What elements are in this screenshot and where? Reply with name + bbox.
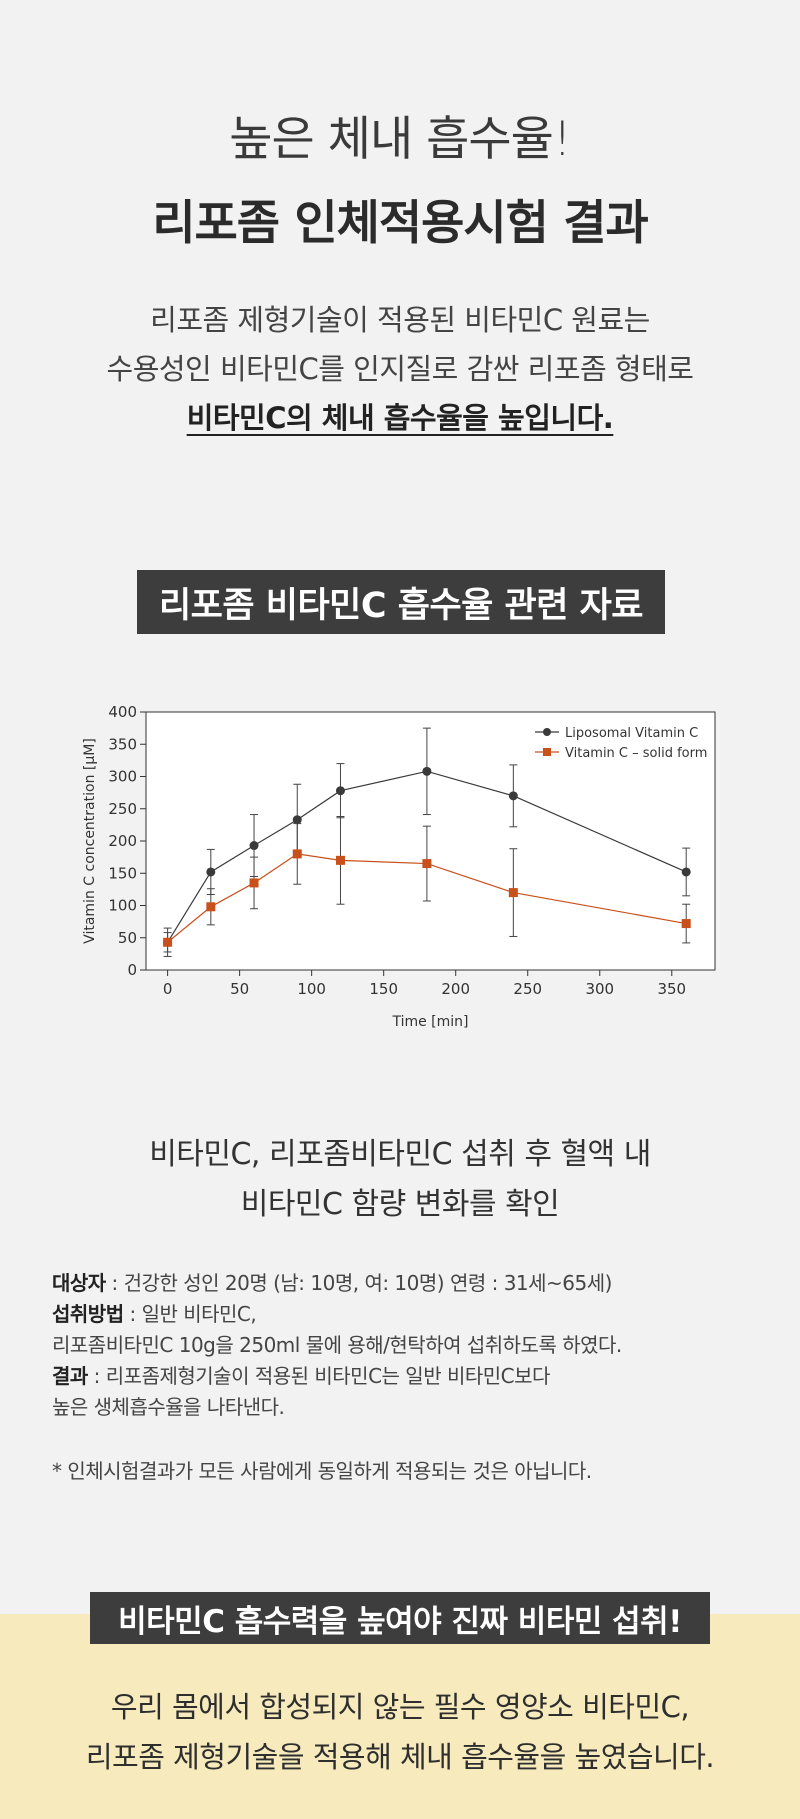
point-s0-4 (335, 786, 345, 796)
x-tick-label-1: 50 (230, 980, 249, 998)
y-tick-label-4: 200 (108, 832, 137, 850)
point-s0-5 (422, 766, 432, 776)
chart-caption-line-1: 비타민C, 리포좀비타민C 섭취 후 혈액 내 (149, 1137, 651, 1172)
series-line-1 (167, 853, 687, 943)
detail-method-text-1: : 일반 비타민C, (123, 1302, 257, 1326)
detail-result-text-2: 높은 생체흡수율을 나타낸다. (52, 1395, 285, 1419)
point-s1-5 (422, 859, 432, 869)
point-s1-1 (206, 902, 216, 912)
headline-main: 높은 체내 흡수율! (229, 112, 571, 167)
detail-result-text-1: : 리포좀제형기술이 적용된 비타민C는 일반 비타민C보다 (87, 1364, 551, 1388)
x-axis-label: Time [min] (391, 1014, 468, 1030)
y-tick-label-5: 250 (108, 800, 137, 818)
x-tick-label-7: 350 (657, 980, 686, 998)
point-s1-4 (335, 855, 345, 865)
point-s1-7 (681, 919, 691, 929)
detail-result: 결과 : 리포좀제형기술이 적용된 비타민C는 일반 비타민C보다 (52, 1361, 772, 1392)
y-tick-label-0: 0 (127, 961, 137, 979)
bottom-line-1: 우리 몸에서 합성되지 않는 필수 영양소 비타민C, (110, 1690, 690, 1724)
intro-line-1: 리포좀 제형기술이 적용된 비타민C 원료는 (150, 303, 650, 337)
detail-method: 섭취방법 : 일반 비타민C, (52, 1299, 772, 1330)
chart-caption: 비타민C, 리포좀비타민C 섭취 후 혈액 내 비타민C 함량 변화를 확인 (0, 1130, 800, 1230)
intro-text: 리포좀 제형기술이 적용된 비타민C 원료는 수용성인 비타민C를 인지질로 감… (0, 296, 800, 443)
detail-method-label: 섭취방법 (52, 1302, 124, 1326)
y-tick-label-2: 100 (108, 897, 137, 915)
intro-line-2: 수용성인 비타민C를 인지질로 감싼 리포좀 형태로 (106, 352, 694, 386)
x-tick-label-0: 0 (163, 980, 173, 998)
series-line-0 (167, 770, 687, 943)
x-tick-label-4: 200 (441, 980, 470, 998)
absorption-chart: 0 50 100 150 200 250 300 350 400 0 50 100 150 200 250 3… (82, 703, 716, 1030)
point-s1-3 (292, 849, 302, 859)
detail-subject-text: : 건강한 성인 20명 (남: 10명, 여: 10명) 연령 : 31세~6… (105, 1271, 613, 1295)
y-tick-label-3: 150 (108, 864, 137, 882)
x-tick-label-5: 250 (513, 980, 542, 998)
x-tick-label-3: 150 (369, 980, 398, 998)
plot-area (145, 711, 716, 971)
bottom-section (0, 1614, 800, 1819)
bottom-text: 우리 몸에서 합성되지 않는 필수 영양소 비타민C, 리포좀 제형기술을 적용… (0, 1682, 800, 1782)
legend-label-0: Liposomal Vitamin C (565, 726, 698, 741)
intro-line-3: 비타민C의 체내 흡수율을 높입니다. (186, 401, 614, 435)
y-axis-label: Vitamin C concentration [μM] (82, 738, 98, 944)
y-tick-label-7: 350 (108, 735, 137, 753)
bottom-banner: 비타민C 흡수력을 높여야 진짜 비타민 섭취! (90, 1592, 710, 1644)
legend-label-1: Vitamin C – solid form (565, 746, 707, 761)
detail-result-label: 결과 (52, 1364, 88, 1388)
point-s0-3 (292, 815, 302, 825)
bottom-line-2: 리포좀 제형기술을 적용해 체내 흡수율을 높였습니다. (85, 1740, 715, 1774)
point-s1-2 (249, 878, 259, 888)
point-s0-2 (249, 841, 259, 851)
legend-marker-1 (543, 748, 551, 756)
detail-subject: 대상자 : 건강한 성인 20명 (남: 10명, 여: 10명) 연령 : 3… (52, 1268, 772, 1299)
disclaimer-note: * 인체시험결과가 모든 사람에게 동일하게 적용되는 것은 아닙니다. (52, 1459, 592, 1483)
section-banner: 리포좀 비타민C 흡수율 관련 자료 (137, 570, 665, 634)
point-s0-1 (206, 867, 216, 877)
chart-caption-line-2: 비타민C 함량 변화를 확인 (240, 1187, 560, 1222)
point-s0-7 (681, 867, 691, 877)
study-details: 대상자 : 건강한 성인 20명 (남: 10명, 여: 10명) 연령 : 3… (52, 1268, 772, 1423)
x-tick-label-6: 300 (585, 980, 614, 998)
point-s1-0 (163, 937, 173, 947)
legend-marker-0 (543, 728, 551, 736)
point-s0-6 (508, 791, 518, 801)
x-tick-label-2: 100 (297, 980, 326, 998)
y-tick-label-6: 300 (108, 768, 137, 786)
detail-subject-label: 대상자 (52, 1271, 106, 1295)
point-s1-6 (508, 888, 518, 898)
headline-sub: 리포좀 인체적용시험 결과 (152, 196, 648, 251)
y-tick-label-1: 50 (118, 929, 137, 947)
detail-method-text-2: 리포좀비타민C 10g을 250ml 물에 용해/현탁하여 섭취하도록 하였다. (52, 1333, 622, 1357)
y-tick-label-8: 400 (108, 703, 137, 721)
